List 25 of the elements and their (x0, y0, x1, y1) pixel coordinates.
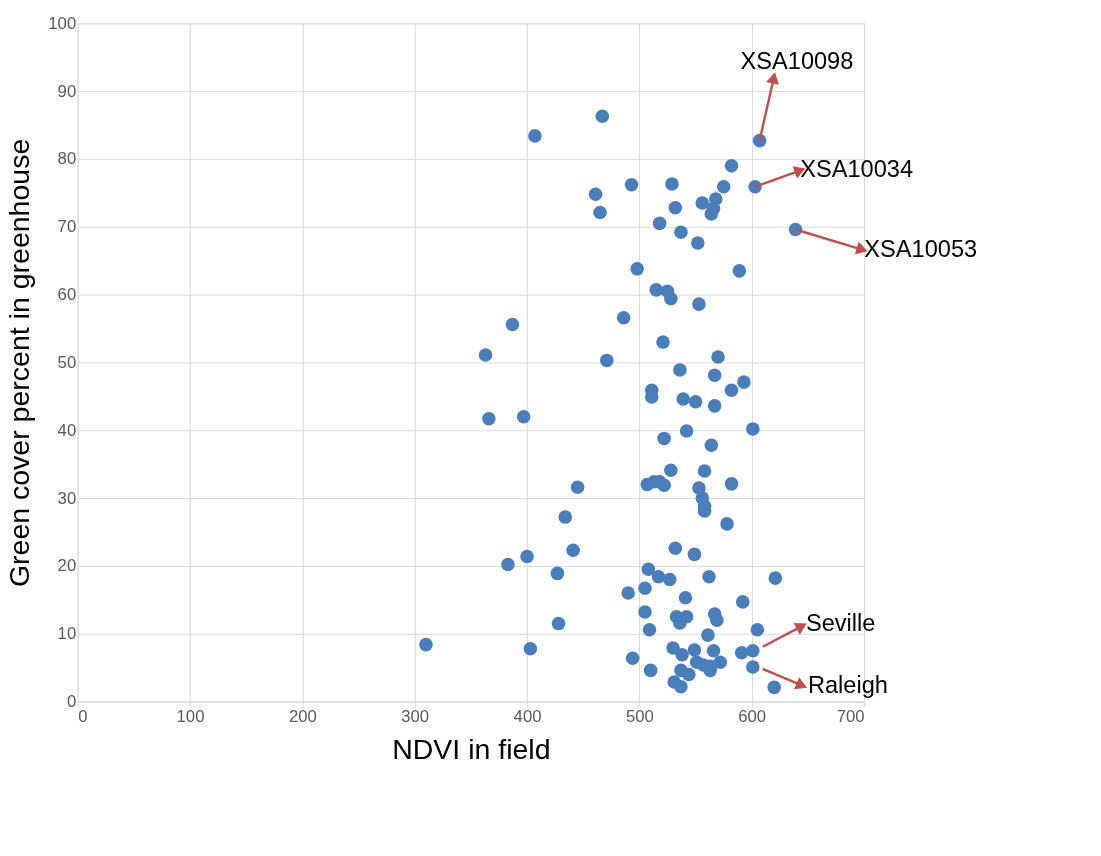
y-tick-label: 90 (57, 81, 77, 101)
x-tick-label: 300 (401, 706, 430, 726)
y-tick-label: 10 (57, 624, 77, 644)
y-tick-label: 70 (57, 217, 77, 237)
annotation: XSA10098 (740, 47, 854, 74)
y-tick-label: 0 (66, 692, 77, 711)
x-tick-label: 500 (625, 706, 654, 726)
x-tick-label: 200 (288, 706, 317, 726)
x-tick-label: 100 (176, 706, 205, 726)
y-tick-label: 80 (57, 149, 77, 169)
y-tick-label: 50 (57, 352, 77, 372)
annotation: XSA10053 (864, 236, 978, 263)
y-tick-label: 20 (57, 556, 77, 576)
y-tick-label: 60 (57, 285, 77, 305)
annotation: Raleigh (807, 671, 888, 698)
y-axis-title: Green cover percent in greenhouse (2, 138, 35, 588)
y-tick-label: 40 (57, 420, 77, 440)
x-axis-title: NDVI in field (392, 733, 551, 766)
y-tick-label: 100 (48, 13, 77, 33)
x-tick-label: 400 (513, 706, 542, 726)
x-tick-label: 600 (738, 706, 767, 726)
x-tick-label: 700 (836, 706, 865, 726)
annotation: Seville (805, 610, 876, 637)
annotation: XSA10034 (800, 155, 914, 182)
y-tick-label: 30 (57, 488, 77, 508)
